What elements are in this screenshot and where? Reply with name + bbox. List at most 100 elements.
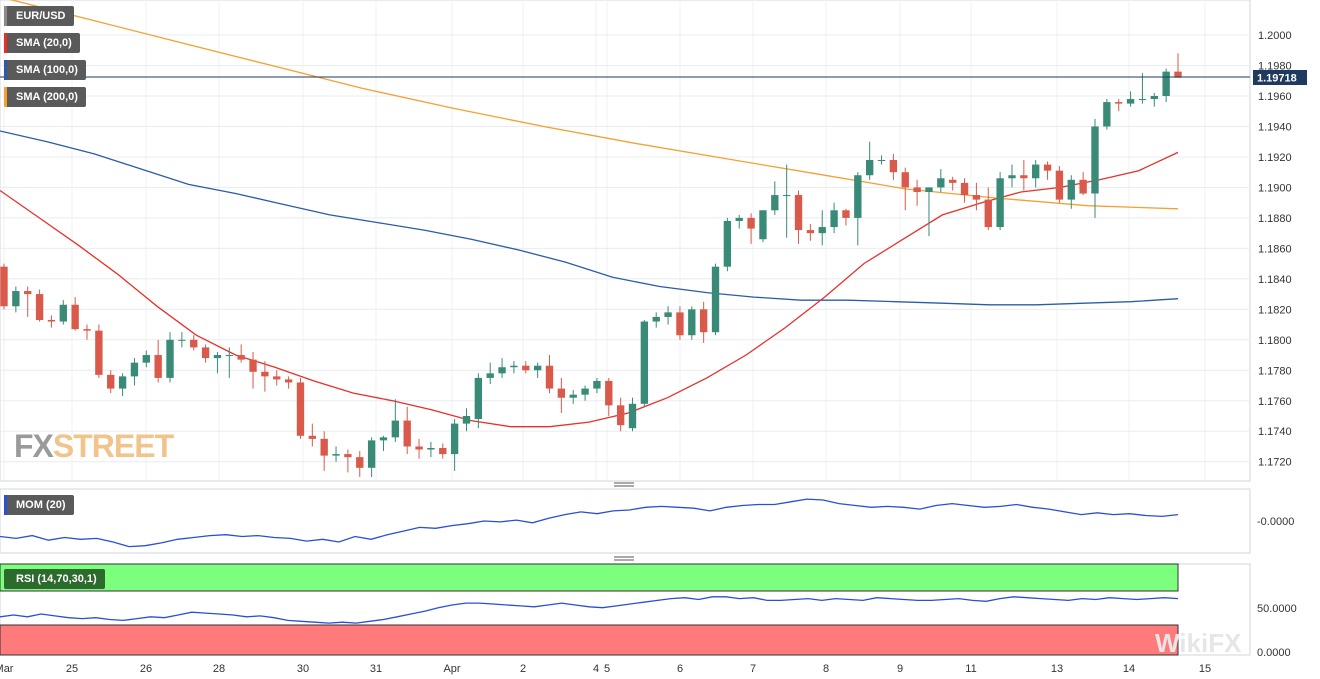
candle-body (557, 388, 566, 398)
wikifx-watermark: WikiFX (1155, 628, 1242, 658)
rsi-axis-label-50: 50.0000 (1257, 603, 1297, 615)
candle-body (1115, 102, 1123, 104)
time-tick-label: 6 (677, 663, 683, 675)
time-tick-label: 28 (213, 663, 225, 675)
candle-body (498, 367, 506, 374)
candle-body (1032, 164, 1040, 179)
time-tick-label: 11 (965, 663, 976, 675)
candle-body (391, 420, 400, 438)
candle-body (486, 373, 494, 378)
price-tag-text: 1.19718 (1257, 73, 1297, 85)
main-panel (0, 0, 1251, 482)
legend-sma200-label: SMA (200,0) (16, 91, 78, 103)
price-tick-label: 1.1860 (1258, 243, 1292, 255)
momentum-path (0, 498, 1179, 548)
time-axis: Mar 25 26 28 30 31 Apr 2 45 6 7 8 9 11 13 14 15 (0, 663, 1211, 675)
candle-body (415, 446, 423, 450)
candle-body (830, 210, 838, 228)
candle-body (1126, 99, 1135, 104)
candle-body (711, 266, 720, 333)
candle-body (367, 440, 376, 468)
candle-body (237, 355, 245, 360)
time-tick-label: 5 (604, 663, 610, 675)
price-tick-label: 1.1980 (1258, 61, 1292, 73)
candle-body (1020, 175, 1028, 179)
fxstreet-logo: FXSTREET (14, 428, 174, 465)
panel-resize-handle-1[interactable] (614, 482, 634, 487)
candle-body (320, 438, 328, 456)
candle-body (1174, 71, 1182, 78)
time-tick-label: 30 (297, 663, 309, 675)
candle-body (818, 227, 826, 234)
candle-body (261, 371, 269, 377)
candle-body (427, 448, 435, 450)
time-tick-label: 13 (1051, 663, 1063, 675)
candle-body (866, 160, 874, 176)
candle-body (332, 454, 340, 456)
time-tick-label: 15 (1199, 663, 1211, 675)
legend-rsi[interactable]: RSI (14,70,30,1) (4, 569, 105, 589)
candle-body (1091, 126, 1099, 194)
panel-resize-handle-2[interactable] (614, 556, 634, 561)
candle-body (249, 359, 257, 372)
candle-body (794, 195, 803, 231)
candle-body (1008, 175, 1016, 179)
legend-momentum[interactable]: MOM (20) (4, 495, 74, 515)
legend-sma100-label: SMA (100,0) (16, 64, 78, 76)
candle-body (960, 182, 969, 196)
sma100-line (0, 130, 1179, 306)
candle-body (1043, 164, 1052, 171)
candle-body (533, 365, 542, 371)
legend-sma100[interactable]: SMA (100,0) (4, 60, 86, 80)
price-tick-label: 1.1880 (1258, 213, 1292, 225)
price-tick-label: 1.2000 (1258, 30, 1292, 42)
legend-sma100-marker (4, 60, 7, 80)
candle-body (201, 347, 210, 359)
legend-sma20[interactable]: SMA (20,0) (4, 33, 80, 53)
candle-body (1067, 179, 1075, 200)
logo-fx: FX (14, 428, 54, 464)
candle-body (616, 405, 625, 426)
price-tick-label: 1.1940 (1258, 121, 1292, 133)
candle-body (474, 377, 483, 420)
candle-body (889, 160, 898, 173)
candle-body (699, 309, 708, 333)
candle-body (1103, 102, 1111, 127)
time-tick-label: 14 (1123, 663, 1135, 675)
price-axis: 1.2000 1.1980 1.1960 1.1940 1.1920 1.1900 1.18… (1258, 30, 1292, 469)
candle-body (47, 320, 56, 322)
candle-body (522, 365, 530, 371)
candle-body (569, 394, 577, 398)
legend-sma200[interactable]: SMA (200,0) (4, 87, 86, 107)
rsi-overbought-zone (0, 563, 1179, 592)
candle-body (142, 355, 150, 363)
time-tick-label: 4 (593, 663, 599, 675)
candlesticks (0, 53, 1182, 477)
price-tick-label: 1.1840 (1258, 274, 1292, 286)
candle-body (178, 339, 186, 341)
candle-body (213, 355, 222, 359)
price-tick-label: 1.1960 (1258, 91, 1292, 103)
candle-body (59, 304, 67, 322)
candle-body (24, 291, 32, 295)
momentum-panel (0, 488, 1251, 554)
candle-body (545, 365, 554, 389)
legend-sma20-marker (4, 33, 7, 53)
candle-body (747, 217, 755, 229)
momentum-axis-label: -0.0000 (1257, 516, 1294, 528)
candle-body (118, 376, 127, 389)
candle-body (190, 339, 198, 348)
time-tick-label: 31 (370, 663, 382, 675)
current-price-tag: 1.19718 (1253, 70, 1307, 85)
legend-symbol[interactable]: EUR/USD (4, 6, 74, 26)
candle-body (688, 309, 696, 336)
candle-body (107, 374, 115, 389)
candle-body (450, 423, 459, 455)
candle-body (937, 178, 945, 188)
vertical-gridlines (3, 0, 1206, 480)
candle-body (1150, 96, 1158, 100)
candle-body (628, 403, 637, 429)
time-tick-label: Mar (0, 663, 14, 675)
candle-body (510, 365, 518, 368)
